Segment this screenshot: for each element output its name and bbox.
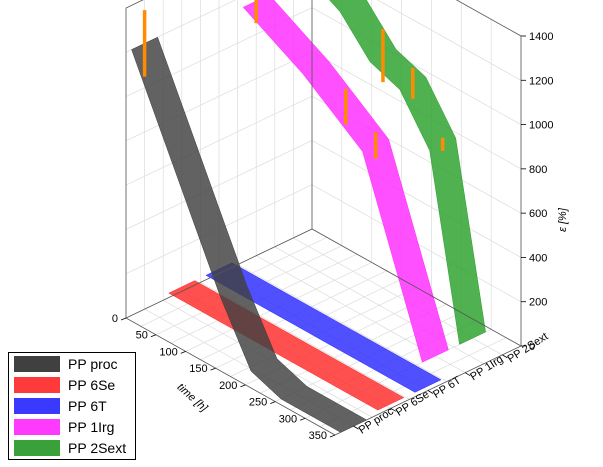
z-axis-title: ε [%]: [557, 207, 569, 232]
z-tick-label: 1000: [529, 120, 553, 132]
back-wall-grid-line: [311, 7, 522, 125]
legend-item: PP 2Sext: [9, 438, 135, 458]
legend-item: PP 1Irg: [9, 417, 135, 437]
x-tick-mark: [180, 351, 186, 354]
x-tick-mark: [240, 384, 246, 388]
category-tick-mark: [502, 354, 508, 359]
x-tick-mark: [120, 317, 127, 321]
legend-label: PP 1Irg: [68, 419, 115, 435]
legend-label: PP 2Sext: [68, 440, 127, 456]
legend-swatch: [14, 398, 60, 414]
x-tick-label: 250: [249, 397, 267, 409]
category-tick-mark: [427, 390, 434, 394]
legend-swatch: [14, 440, 60, 456]
x-tick-label: 150: [189, 363, 207, 375]
legend-item: PP 6T: [9, 396, 135, 416]
floor-grid-line: [274, 246, 484, 365]
z-tick-label: 800: [529, 164, 547, 176]
error-bars: [142, 0, 445, 159]
z-tick-label: 1200: [529, 75, 553, 87]
legend-label: PP 6T: [68, 398, 107, 414]
frame-edge: [125, 317, 336, 436]
legend-label: PP proc: [68, 356, 118, 372]
back-wall-grid-line: [376, 0, 522, 81]
ribbon-pp-6t: [205, 262, 442, 393]
frame-edge: [311, 228, 522, 347]
legend-label: PP 6Se: [68, 377, 116, 393]
category-tick-mark: [390, 407, 397, 412]
x-tick-label: 50: [136, 330, 148, 342]
ribbon-pp-2sext: [329, 0, 486, 345]
x-axis-title: time [h]: [175, 381, 211, 415]
frame-edge: [455, 0, 522, 37]
x-tick-mark: [270, 401, 276, 404]
z-tick-label: 200: [529, 297, 547, 309]
legend-swatch: [14, 356, 60, 372]
x-tick-mark: [299, 417, 306, 421]
z-tick-label: 1400: [529, 31, 553, 43]
x-tick-mark: [210, 367, 216, 371]
x-tick-label: 300: [279, 413, 297, 425]
x-tick-label: 0: [112, 313, 118, 325]
z-tick-label: 600: [529, 208, 547, 220]
x-tick-label: 100: [159, 346, 177, 358]
frame-edge: [125, 228, 313, 319]
x-tick-mark: [150, 334, 157, 338]
z-tick-label: 0: [529, 341, 535, 353]
legend-item: PP 6Se: [9, 375, 135, 395]
legend-item: PP proc: [9, 354, 135, 374]
category-tick-mark: [353, 425, 359, 430]
x-tick-label: 200: [219, 380, 237, 392]
floor-grid-line: [237, 264, 447, 382]
back-wall-grid-line: [311, 140, 522, 258]
category-tick-mark: [464, 372, 471, 377]
x-tick-label: 350: [309, 430, 327, 442]
legend-swatch: [14, 377, 60, 393]
legend: PP proc PP 6Se PP 6T PP 1Irg PP 2Sext: [8, 352, 136, 460]
legend-swatch: [14, 419, 60, 435]
ribbon-pp-1irg: [242, 0, 449, 363]
ribbons: [131, 0, 486, 433]
z-tick-label: 400: [529, 252, 547, 264]
x-tick-mark: [329, 434, 336, 438]
